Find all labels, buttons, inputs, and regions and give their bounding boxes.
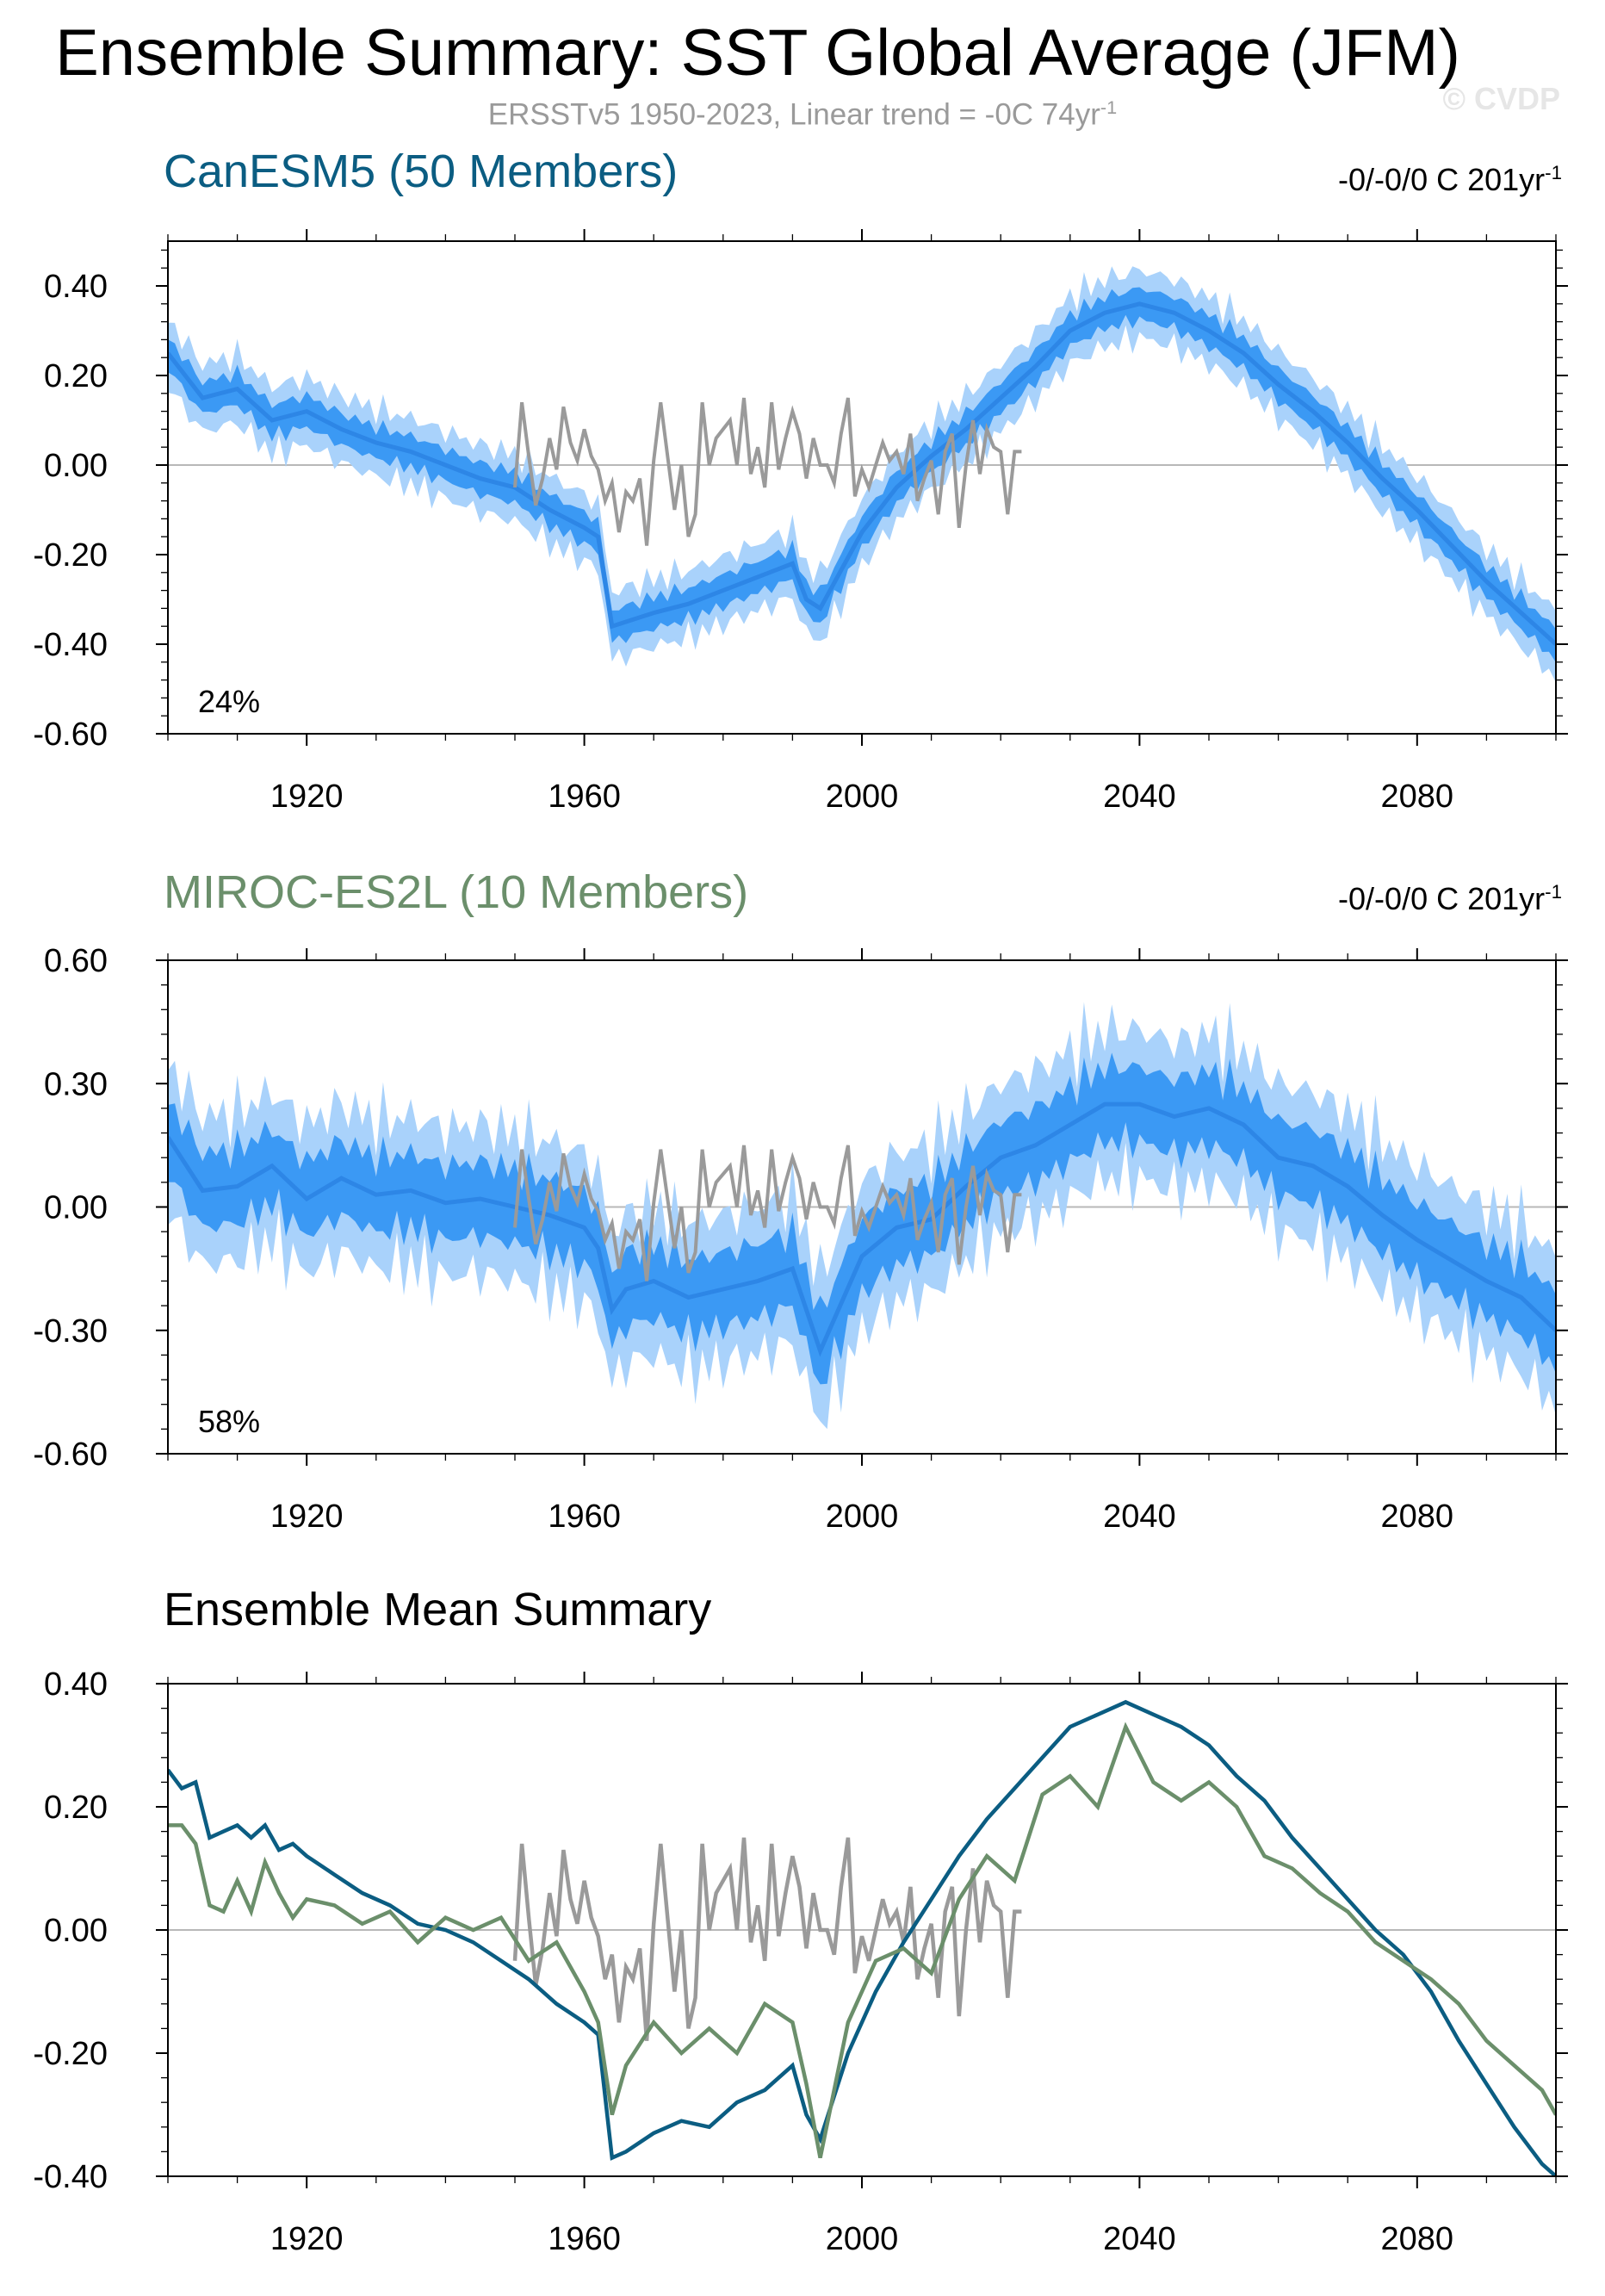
y-tick-label: 0.20 bbox=[44, 1790, 108, 1826]
y-tick-label: 0.00 bbox=[44, 1913, 108, 1949]
x-tick-label: 1960 bbox=[548, 779, 621, 815]
x-tick-label: 2080 bbox=[1381, 779, 1454, 815]
x-tick-label: 1960 bbox=[548, 1499, 621, 1535]
x-tick-label: 2040 bbox=[1103, 779, 1176, 815]
y-tick-label: 0.00 bbox=[44, 448, 108, 484]
y-tick-label: -0.40 bbox=[33, 627, 108, 663]
y-tick-label: 0.20 bbox=[44, 358, 108, 394]
x-tick-label: 2000 bbox=[826, 1499, 899, 1535]
observations-line bbox=[513, 397, 1022, 546]
panel2-plot: 58% 0.60 0.30 0.00 -0.30 -0.60 1920 1960 2000 204… bbox=[33, 943, 1568, 1535]
series-line-canesm5 bbox=[168, 1699, 1556, 2176]
x-tick-label: 1960 bbox=[548, 2221, 621, 2257]
panel1-plot: 24% 0.40 0.20 0.00 -0.20 -0.40 -0.60 1920 1960 20… bbox=[33, 229, 1568, 815]
panel2-trend-text: -0/-0/0 C 201yr bbox=[1338, 881, 1546, 916]
ensemble-mean-line bbox=[168, 1101, 1556, 1357]
plot-frame bbox=[167, 240, 1557, 735]
panel3-data bbox=[168, 1699, 1556, 2176]
x-tick-label: 1920 bbox=[270, 1499, 344, 1535]
subtitle-text: ERSSTv5 1950-2023, Linear trend = -0C 74… bbox=[487, 97, 1100, 132]
y-tick-label: 0.30 bbox=[44, 1066, 108, 1102]
panel1-trend-exponent: -1 bbox=[1545, 162, 1562, 183]
subtitle: ERSSTv5 1950-2023, Linear trend = -0C 74… bbox=[0, 96, 1605, 133]
panel1-data bbox=[168, 266, 1556, 683]
y-tick-label: -0.40 bbox=[33, 2159, 108, 2195]
panel3-plot: 0.40 0.20 0.00 -0.20 -0.40 1920 1960 2000 2040 20… bbox=[33, 1666, 1568, 2257]
y-tick-label: -0.20 bbox=[33, 2036, 108, 2072]
panel1-trend-text: -0/-0/0 C 201yr bbox=[1338, 162, 1546, 197]
x-tick-label: 2080 bbox=[1381, 1499, 1454, 1535]
series-line-miroc-es2l bbox=[168, 1722, 1556, 2159]
x-tick-label: 2000 bbox=[826, 2221, 899, 2257]
panel3-title: Ensemble Mean Summary bbox=[164, 1584, 712, 1635]
y-tick-label: 0.60 bbox=[44, 943, 108, 979]
y-tick-label: 0.40 bbox=[44, 1666, 108, 1703]
y-tick-label: -0.20 bbox=[33, 537, 108, 574]
y-tick-label: -0.60 bbox=[33, 1437, 108, 1473]
y-tick-label: 0.00 bbox=[44, 1190, 108, 1226]
subtitle-exponent: -1 bbox=[1100, 96, 1118, 118]
x-tick-label: 2040 bbox=[1103, 2221, 1176, 2257]
copyright-watermark: © CVDP bbox=[1442, 81, 1560, 116]
inner-spread-band bbox=[168, 1052, 1556, 1385]
panel2-trend-exponent: -1 bbox=[1545, 881, 1562, 903]
observations-line bbox=[513, 1145, 1022, 1281]
panel1-title: CanESM5 (50 Members) bbox=[164, 146, 679, 197]
panel2-title: MIROC-ES2L (10 Members) bbox=[164, 866, 749, 918]
percent-label: 24% bbox=[198, 684, 260, 719]
main-title: Ensemble Summary: SST Global Average (JF… bbox=[55, 16, 1460, 90]
x-tick-label: 2080 bbox=[1381, 2221, 1454, 2257]
y-tick-label: 0.40 bbox=[44, 269, 108, 305]
panel2-trend: -0/-0/0 C 201yr-1 bbox=[1338, 881, 1562, 917]
panel1-trend: -0/-0/0 C 201yr-1 bbox=[1338, 162, 1562, 198]
x-tick-label: 1920 bbox=[270, 2221, 344, 2257]
y-tick-label: -0.30 bbox=[33, 1313, 108, 1350]
x-tick-label: 2000 bbox=[826, 779, 899, 815]
percent-label: 58% bbox=[198, 1404, 260, 1439]
series-line-ersstv5 bbox=[512, 1837, 1022, 2041]
outer-spread-band bbox=[168, 266, 1556, 683]
y-tick-label: -0.60 bbox=[33, 717, 108, 753]
panel2-data bbox=[168, 1002, 1556, 1430]
inner-spread-band bbox=[168, 287, 1556, 663]
x-tick-label: 1920 bbox=[270, 779, 344, 815]
x-tick-label: 2040 bbox=[1103, 1499, 1176, 1535]
ensemble-mean-line bbox=[168, 301, 1556, 646]
